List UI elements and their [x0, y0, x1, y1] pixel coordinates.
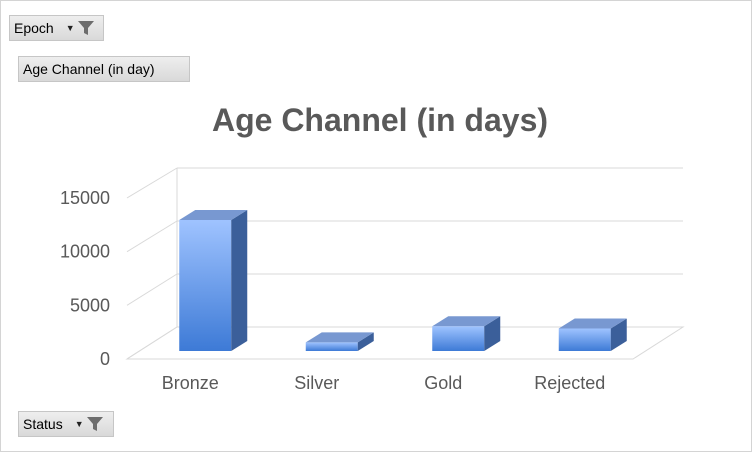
bar-side	[484, 316, 501, 351]
y-tick-label: 15000	[60, 188, 110, 208]
x-tick-label: Bronze	[162, 373, 219, 393]
y-axis-ticks: 0 5000 10000 15000	[60, 188, 110, 369]
x-tick-label: Gold	[424, 373, 462, 393]
bar-side	[610, 318, 627, 351]
epoch-filter-button[interactable]: Epoch ▼	[9, 15, 104, 41]
chevron-down-icon: ▼	[65, 22, 75, 33]
bars	[179, 210, 627, 351]
bar-front	[432, 326, 485, 351]
y-tick-label: 0	[100, 349, 110, 369]
filter-icon	[86, 417, 103, 431]
value-field-button[interactable]: Age Channel (in day)	[18, 56, 190, 82]
status-filter-label: Status	[23, 416, 63, 432]
bar-top	[179, 210, 248, 220]
bar-gold	[432, 316, 501, 351]
y-tick-label: 5000	[70, 295, 110, 315]
value-field-label: Age Channel (in day)	[23, 61, 155, 77]
filter-icon	[77, 21, 94, 35]
bar-bronze	[179, 210, 248, 351]
bar-top	[558, 318, 627, 329]
gridline-side	[126, 167, 178, 199]
y-tick-label: 10000	[60, 242, 110, 262]
status-filter-button[interactable]: Status ▼	[18, 411, 114, 437]
chevron-down-icon: ▼	[74, 418, 84, 429]
x-tick-label: Silver	[294, 373, 339, 393]
bar-side	[231, 210, 248, 351]
bar-side	[357, 332, 374, 351]
x-axis-labels: Bronze Silver Gold Rejected	[162, 373, 606, 393]
gridline-side	[126, 326, 178, 360]
bar-rejected	[558, 318, 627, 351]
bar-front	[305, 342, 358, 351]
gridlines	[125, 167, 685, 360]
gridline-side	[126, 273, 178, 306]
bar-front	[179, 220, 232, 351]
epoch-filter-label: Epoch	[14, 20, 54, 36]
bar-silver	[305, 332, 374, 351]
x-tick-label: Rejected	[534, 373, 605, 393]
bar-front	[558, 328, 611, 351]
gridline-side	[126, 220, 178, 253]
bar-top	[305, 332, 374, 343]
bar-top	[432, 316, 501, 327]
chart-title: Age Channel (in days)	[212, 102, 548, 138]
